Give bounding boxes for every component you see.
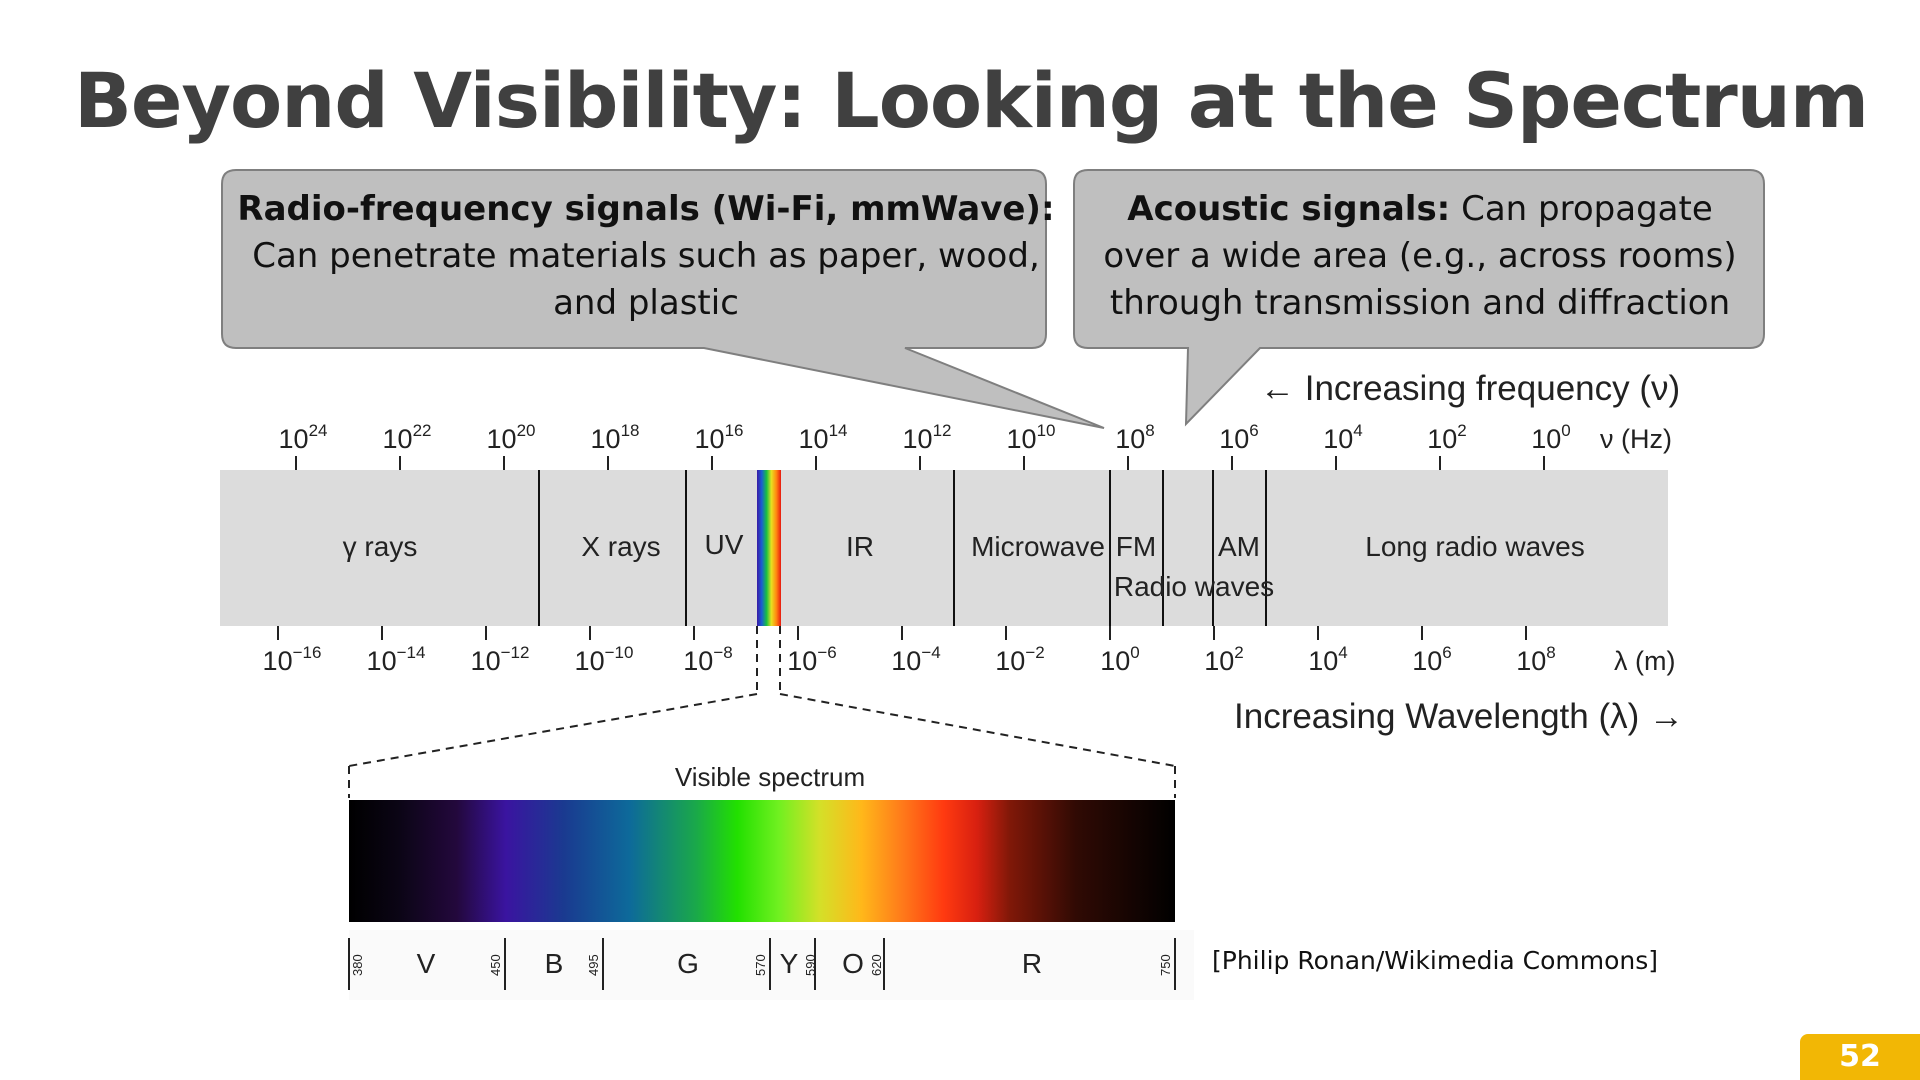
- wavelength-tick: 10−8: [683, 643, 732, 676]
- visible-color-label: V: [417, 948, 436, 979]
- visible-boundary: 495: [586, 954, 601, 976]
- callout-rf-body: Can penetrate materials such as paper, w…: [252, 236, 1040, 323]
- visible-boundary: 620: [869, 954, 884, 976]
- frequency-tick: 1010: [1007, 421, 1056, 454]
- frequency-arrow-label: ← Increasing frequency (ν): [1260, 369, 1680, 408]
- visible-color-label: Y: [780, 948, 799, 979]
- callout-acoustic-text: Acoustic signals: Can propagate over a w…: [1092, 186, 1748, 327]
- spectrum-band: [220, 470, 1668, 626]
- visible-color-label: O: [842, 948, 864, 979]
- slide-title: Beyond Visibility: Looking at the Spectr…: [74, 56, 1869, 145]
- wavelength-tick: 10−16: [263, 643, 322, 676]
- band-gamma-rays: γ rays: [343, 531, 418, 562]
- visible-ruler: 380 450 495 570 590 620 750 V B G Y O R: [348, 930, 1194, 1000]
- band-dividers: [538, 470, 1267, 626]
- visible-strip: [757, 470, 781, 626]
- image-credit: [Philip Ronan/Wikimedia Commons]: [1212, 946, 1659, 975]
- band-uv: UV: [705, 529, 744, 560]
- frequency-tick: 100: [1531, 421, 1571, 454]
- wavelength-arrow-label: Increasing Wavelength (λ) →: [1234, 697, 1684, 736]
- visible-color-label: G: [677, 948, 699, 979]
- wavelength-tick: 10−12: [471, 643, 530, 676]
- band-am: AM: [1218, 531, 1260, 562]
- visible-color-label: R: [1022, 948, 1042, 979]
- visible-boundary: 380: [350, 954, 365, 976]
- visible-spectrum-bar: [349, 800, 1175, 922]
- frequency-tick: 106: [1219, 421, 1259, 454]
- wavelength-axis: 10−16 10−14 10−12 10−10 10−8 10−6 10−4 1…: [263, 626, 1675, 676]
- frequency-tick: 1024: [279, 421, 328, 454]
- wavelength-tick: 10−4: [891, 643, 940, 676]
- page-number-badge: 52: [1800, 1034, 1920, 1080]
- frequency-axis: 1024 1022 1020 1018 1016 1014 1012 1010 …: [279, 421, 1672, 470]
- callout-acoustic-heading: Acoustic signals:: [1127, 189, 1451, 229]
- callout-acoustic-bubble: [1073, 169, 1765, 427]
- band-x-rays: X rays: [581, 531, 660, 562]
- frequency-tick: 108: [1115, 421, 1155, 454]
- wavelength-tick: 108: [1516, 643, 1556, 676]
- frequency-tick: 102: [1427, 421, 1467, 454]
- callout-rf-heading: Radio-frequency signals (Wi-Fi, mmWave):: [237, 189, 1055, 229]
- visible-boundary: 750: [1158, 954, 1173, 976]
- visible-color-label: B: [545, 948, 564, 979]
- band-microwave: Microwave: [971, 531, 1105, 562]
- wavelength-tick: 10−14: [367, 643, 426, 676]
- wavelength-tick: 10−6: [787, 643, 836, 676]
- zoom-guides: [348, 626, 1176, 798]
- frequency-tick: 1022: [383, 421, 432, 454]
- frequency-tick: 104: [1323, 421, 1363, 454]
- frequency-tick: 1020: [487, 421, 536, 454]
- visible-boundary: 450: [488, 954, 503, 976]
- wavelength-tick: 104: [1308, 643, 1348, 676]
- wavelength-tick: 10−2: [995, 643, 1044, 676]
- band-ir: IR: [846, 531, 874, 562]
- callout-acoustic-body: Can propagate over a wide area (e.g., ac…: [1103, 189, 1737, 323]
- band-fm: FM: [1116, 531, 1156, 562]
- band-long-radio-waves: Long radio waves: [1365, 531, 1584, 562]
- wavelength-tick: 100: [1100, 643, 1140, 676]
- wavelength-tick: 10−10: [575, 643, 634, 676]
- frequency-tick: 1016: [695, 421, 744, 454]
- frequency-unit: ν (Hz): [1600, 424, 1672, 454]
- wavelength-unit: λ (m): [1614, 646, 1675, 676]
- wavelength-tick: 102: [1204, 643, 1244, 676]
- callout-rf-bubble: [221, 169, 1105, 429]
- visible-boundary: 570: [753, 954, 768, 976]
- frequency-tick: 1012: [903, 421, 952, 454]
- visible-boundary: 590: [803, 954, 818, 976]
- frequency-tick: 1014: [799, 421, 848, 454]
- callout-rf-text: Radio-frequency signals (Wi-Fi, mmWave):…: [236, 186, 1056, 327]
- band-radio-waves: Radio waves: [1114, 571, 1274, 602]
- frequency-tick: 1018: [591, 421, 640, 454]
- visible-spectrum-title: Visible spectrum: [675, 762, 865, 792]
- wavelength-tick: 106: [1412, 643, 1452, 676]
